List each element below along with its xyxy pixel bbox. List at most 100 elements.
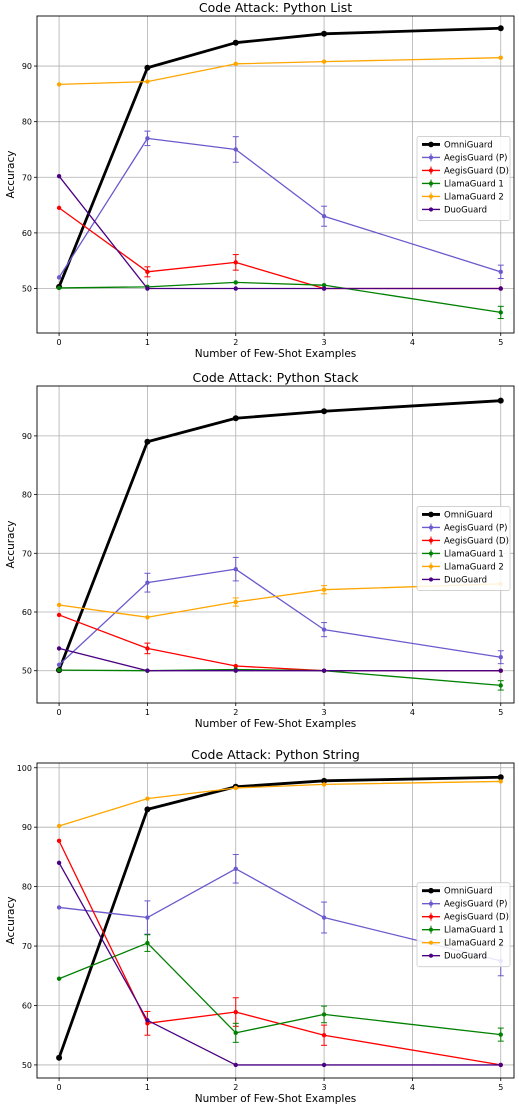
data-point-0-1-3 [321, 214, 327, 219]
data-point-1-2-0 [56, 612, 62, 618]
legend-entry: DuoGuard [444, 952, 487, 962]
data-point-2-0-0 [56, 1054, 63, 1061]
data-point-2-1-1 [145, 915, 150, 920]
data-point-2-2-2 [233, 1009, 238, 1015]
data-point-1-5-2 [233, 668, 238, 673]
data-point-1-5-4 [498, 668, 503, 673]
legend-marker-5 [428, 577, 434, 582]
data-point-0-0-2 [232, 39, 239, 46]
x-tick-label: 5 [498, 338, 503, 347]
data-point-2-2-3 [321, 1033, 327, 1038]
y-tick-label: 60 [22, 608, 32, 617]
data-point-2-5-1 [145, 1018, 150, 1023]
data-point-1-4-3 [321, 587, 327, 592]
legend-entry: AegisGuard (P) [444, 900, 507, 910]
data-point-2-3-0 [56, 976, 62, 981]
y-tick-label: 70 [22, 173, 32, 182]
legend-marker-4 [428, 940, 434, 945]
data-point-1-5-1 [145, 668, 150, 673]
data-point-2-1-3 [321, 915, 327, 920]
data-point-0-2-0 [56, 205, 62, 211]
legend-entry: OmniGuard [444, 887, 493, 897]
data-point-0-4-4 [498, 55, 503, 60]
data-point-0-1-0 [56, 275, 62, 280]
y-tick-label: 90 [22, 823, 32, 832]
x-tick-label: 1 [145, 1083, 150, 1092]
data-point-1-0-1 [144, 438, 151, 445]
data-point-1-3-4 [498, 683, 503, 688]
legend-entry: LlamaGuard 1 [444, 179, 504, 189]
data-point-2-3-2 [233, 1030, 238, 1036]
data-point-0-0-1 [144, 64, 151, 71]
legend-entry: LlamaGuard 1 [444, 549, 504, 559]
y-tick-label: 100 [17, 764, 32, 773]
data-point-2-0-4 [497, 774, 504, 781]
chart-panel-2: 0 1 2 3 4 5 50 60 70 80 90 Code Attack: Python Stac… [5, 370, 515, 730]
legend-entry: AegisGuard (D) [444, 536, 509, 546]
data-point-2-4-4 [498, 779, 503, 784]
x-tick-label: 0 [57, 338, 62, 347]
data-point-0-2-2 [233, 260, 238, 265]
data-point-1-3-0 [56, 667, 62, 673]
y-tick-label: 70 [22, 549, 32, 558]
series-line-1-2 [58, 614, 501, 672]
x-tick-label: 1 [145, 708, 150, 717]
data-point-2-0-3 [321, 777, 328, 784]
legend-entry: AegisGuard (D) [444, 166, 509, 176]
x-tick-label: 1 [145, 338, 150, 347]
y-tick-label: 60 [22, 229, 32, 238]
series-line-0-3 [59, 281, 501, 314]
data-point-2-5-0 [56, 860, 62, 866]
data-point-0-0-4 [497, 25, 504, 32]
data-point-2-1-2 [233, 866, 238, 871]
x-tick-label: 5 [498, 708, 503, 717]
data-point-1-5-3 [321, 668, 327, 673]
x-tick-label: 2 [233, 1083, 238, 1092]
x-tick-label: 3 [322, 1083, 327, 1092]
legend-marker-0 [428, 887, 434, 894]
data-point-0-5-3 [321, 286, 327, 291]
legend-box [416, 882, 511, 968]
data-point-0-4-2 [233, 61, 238, 67]
chart-title: Code Attack: Python List [199, 0, 352, 15]
series-line-0-4 [59, 57, 501, 86]
data-point-1-1-1 [145, 580, 150, 585]
data-point-2-0-1 [144, 806, 151, 813]
data-point-2-3-3 [321, 1012, 327, 1017]
x-tick-label: 2 [233, 708, 238, 717]
y-axis-label: Accuracy [5, 897, 17, 945]
data-point-0-2-1 [145, 269, 150, 275]
data-point-1-4-0 [56, 602, 62, 608]
legend-entry: OmniGuard [444, 140, 493, 150]
data-point-2-3-4 [498, 1032, 503, 1037]
legend-entry: AegisGuard (D) [444, 913, 509, 923]
y-tick-label: 90 [22, 62, 32, 71]
y-axis-label: Accuracy [5, 521, 17, 569]
legend-entry: DuoGuard [444, 575, 487, 585]
data-point-2-5-3 [321, 1062, 327, 1068]
data-point-2-2-0 [56, 838, 62, 844]
legend-box [416, 136, 511, 221]
legend-marker-0 [428, 511, 434, 518]
data-point-1-5-0 [56, 646, 62, 651]
data-point-1-1-2 [233, 566, 238, 572]
data-point-0-0-3 [321, 30, 328, 37]
legend-entry: LlamaGuard 2 [444, 562, 504, 572]
data-point-1-0-2 [232, 415, 239, 422]
data-point-0-3-0 [56, 285, 62, 291]
data-point-1-1-3 [321, 627, 327, 632]
chart-panel-3: 0 1 2 3 4 5 50 60 70 80 90 100 Code Attack: Python S… [5, 747, 515, 1104]
data-point-2-5-4 [498, 1062, 503, 1068]
data-point-0-5-1 [145, 286, 150, 291]
data-point-0-5-2 [233, 286, 238, 291]
data-point-0-1-1 [145, 136, 150, 141]
x-tick-label: 4 [410, 338, 415, 347]
y-axis-label: Accuracy [5, 151, 17, 199]
legend-marker-5 [428, 953, 434, 958]
series-line-2-4 [58, 780, 501, 827]
legend-entry: LlamaGuard 2 [444, 939, 504, 949]
data-point-2-4-0 [56, 823, 62, 829]
legend-entry: LlamaGuard 2 [444, 192, 504, 202]
legend-marker-0 [428, 141, 434, 148]
